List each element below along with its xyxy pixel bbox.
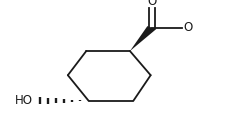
Text: O: O (147, 0, 156, 8)
Polygon shape (129, 26, 155, 51)
Text: O: O (183, 21, 192, 34)
Text: HO: HO (15, 94, 33, 107)
